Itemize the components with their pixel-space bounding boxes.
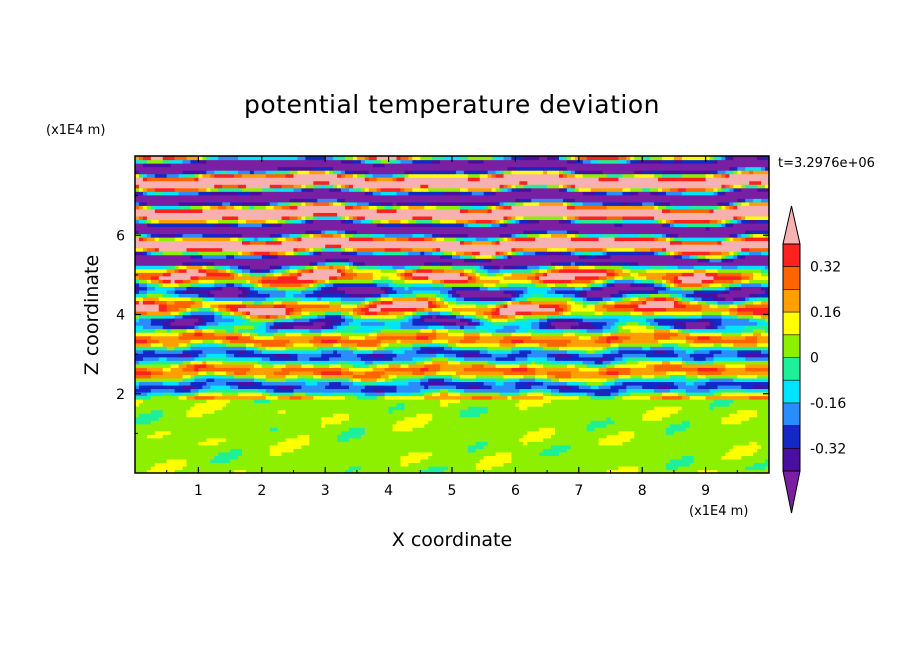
colorbar-label: -0.32	[810, 441, 846, 457]
heatmap-field	[135, 156, 769, 473]
y-axis-ticks: 2 4 6	[116, 195, 769, 434]
y-axis-label: Z coordinate	[81, 255, 103, 375]
y-tick-label: 4	[116, 308, 125, 324]
chart-title: potential temperature deviation	[244, 90, 660, 119]
x-tick-label: 6	[511, 483, 520, 499]
x-axis-ticks: 1 2 3 4 5 6 7 8 9	[166, 156, 738, 499]
x-tick-label: 2	[257, 483, 266, 499]
x-tick-label: 5	[448, 483, 457, 499]
x-tick-label: 4	[384, 483, 393, 499]
colorbar-label: 0.32	[810, 260, 841, 276]
colorbar-band	[783, 312, 800, 335]
x-tick-label: 1	[194, 483, 203, 499]
y-tick-label: 6	[116, 228, 125, 244]
x-tick-label: 9	[701, 483, 710, 499]
colorbar-band	[783, 380, 800, 403]
x-tick-label: 7	[574, 483, 583, 499]
x-unit-label: (x1E4 m)	[689, 504, 748, 519]
colorbar-extend-bottom	[782, 470, 801, 514]
y-unit-label: (x1E4 m)	[46, 123, 105, 138]
colorbar-label: -0.16	[810, 396, 846, 412]
time-label: t=3.2976e+06	[778, 156, 875, 171]
colorbar-extend-top	[782, 205, 801, 245]
colorbar-band	[783, 357, 800, 381]
colorbar-band	[783, 244, 800, 267]
colorbar-band	[783, 425, 800, 449]
colorbar-band	[783, 266, 800, 290]
colorbar-band	[783, 448, 800, 471]
x-tick-label: 8	[638, 483, 647, 499]
y-tick-label: 2	[116, 387, 125, 403]
colorbar-band	[783, 289, 800, 313]
x-axis-label: X coordinate	[392, 529, 512, 551]
colorbar-label: 0	[810, 351, 819, 367]
colorbar: 0.32 0.16 0 -0.16 -0.32	[782, 205, 846, 514]
colorbar-band	[783, 334, 800, 358]
colorbar-band	[783, 402, 800, 426]
colorbar-label: 0.16	[810, 305, 841, 321]
x-tick-label: 3	[321, 483, 330, 499]
